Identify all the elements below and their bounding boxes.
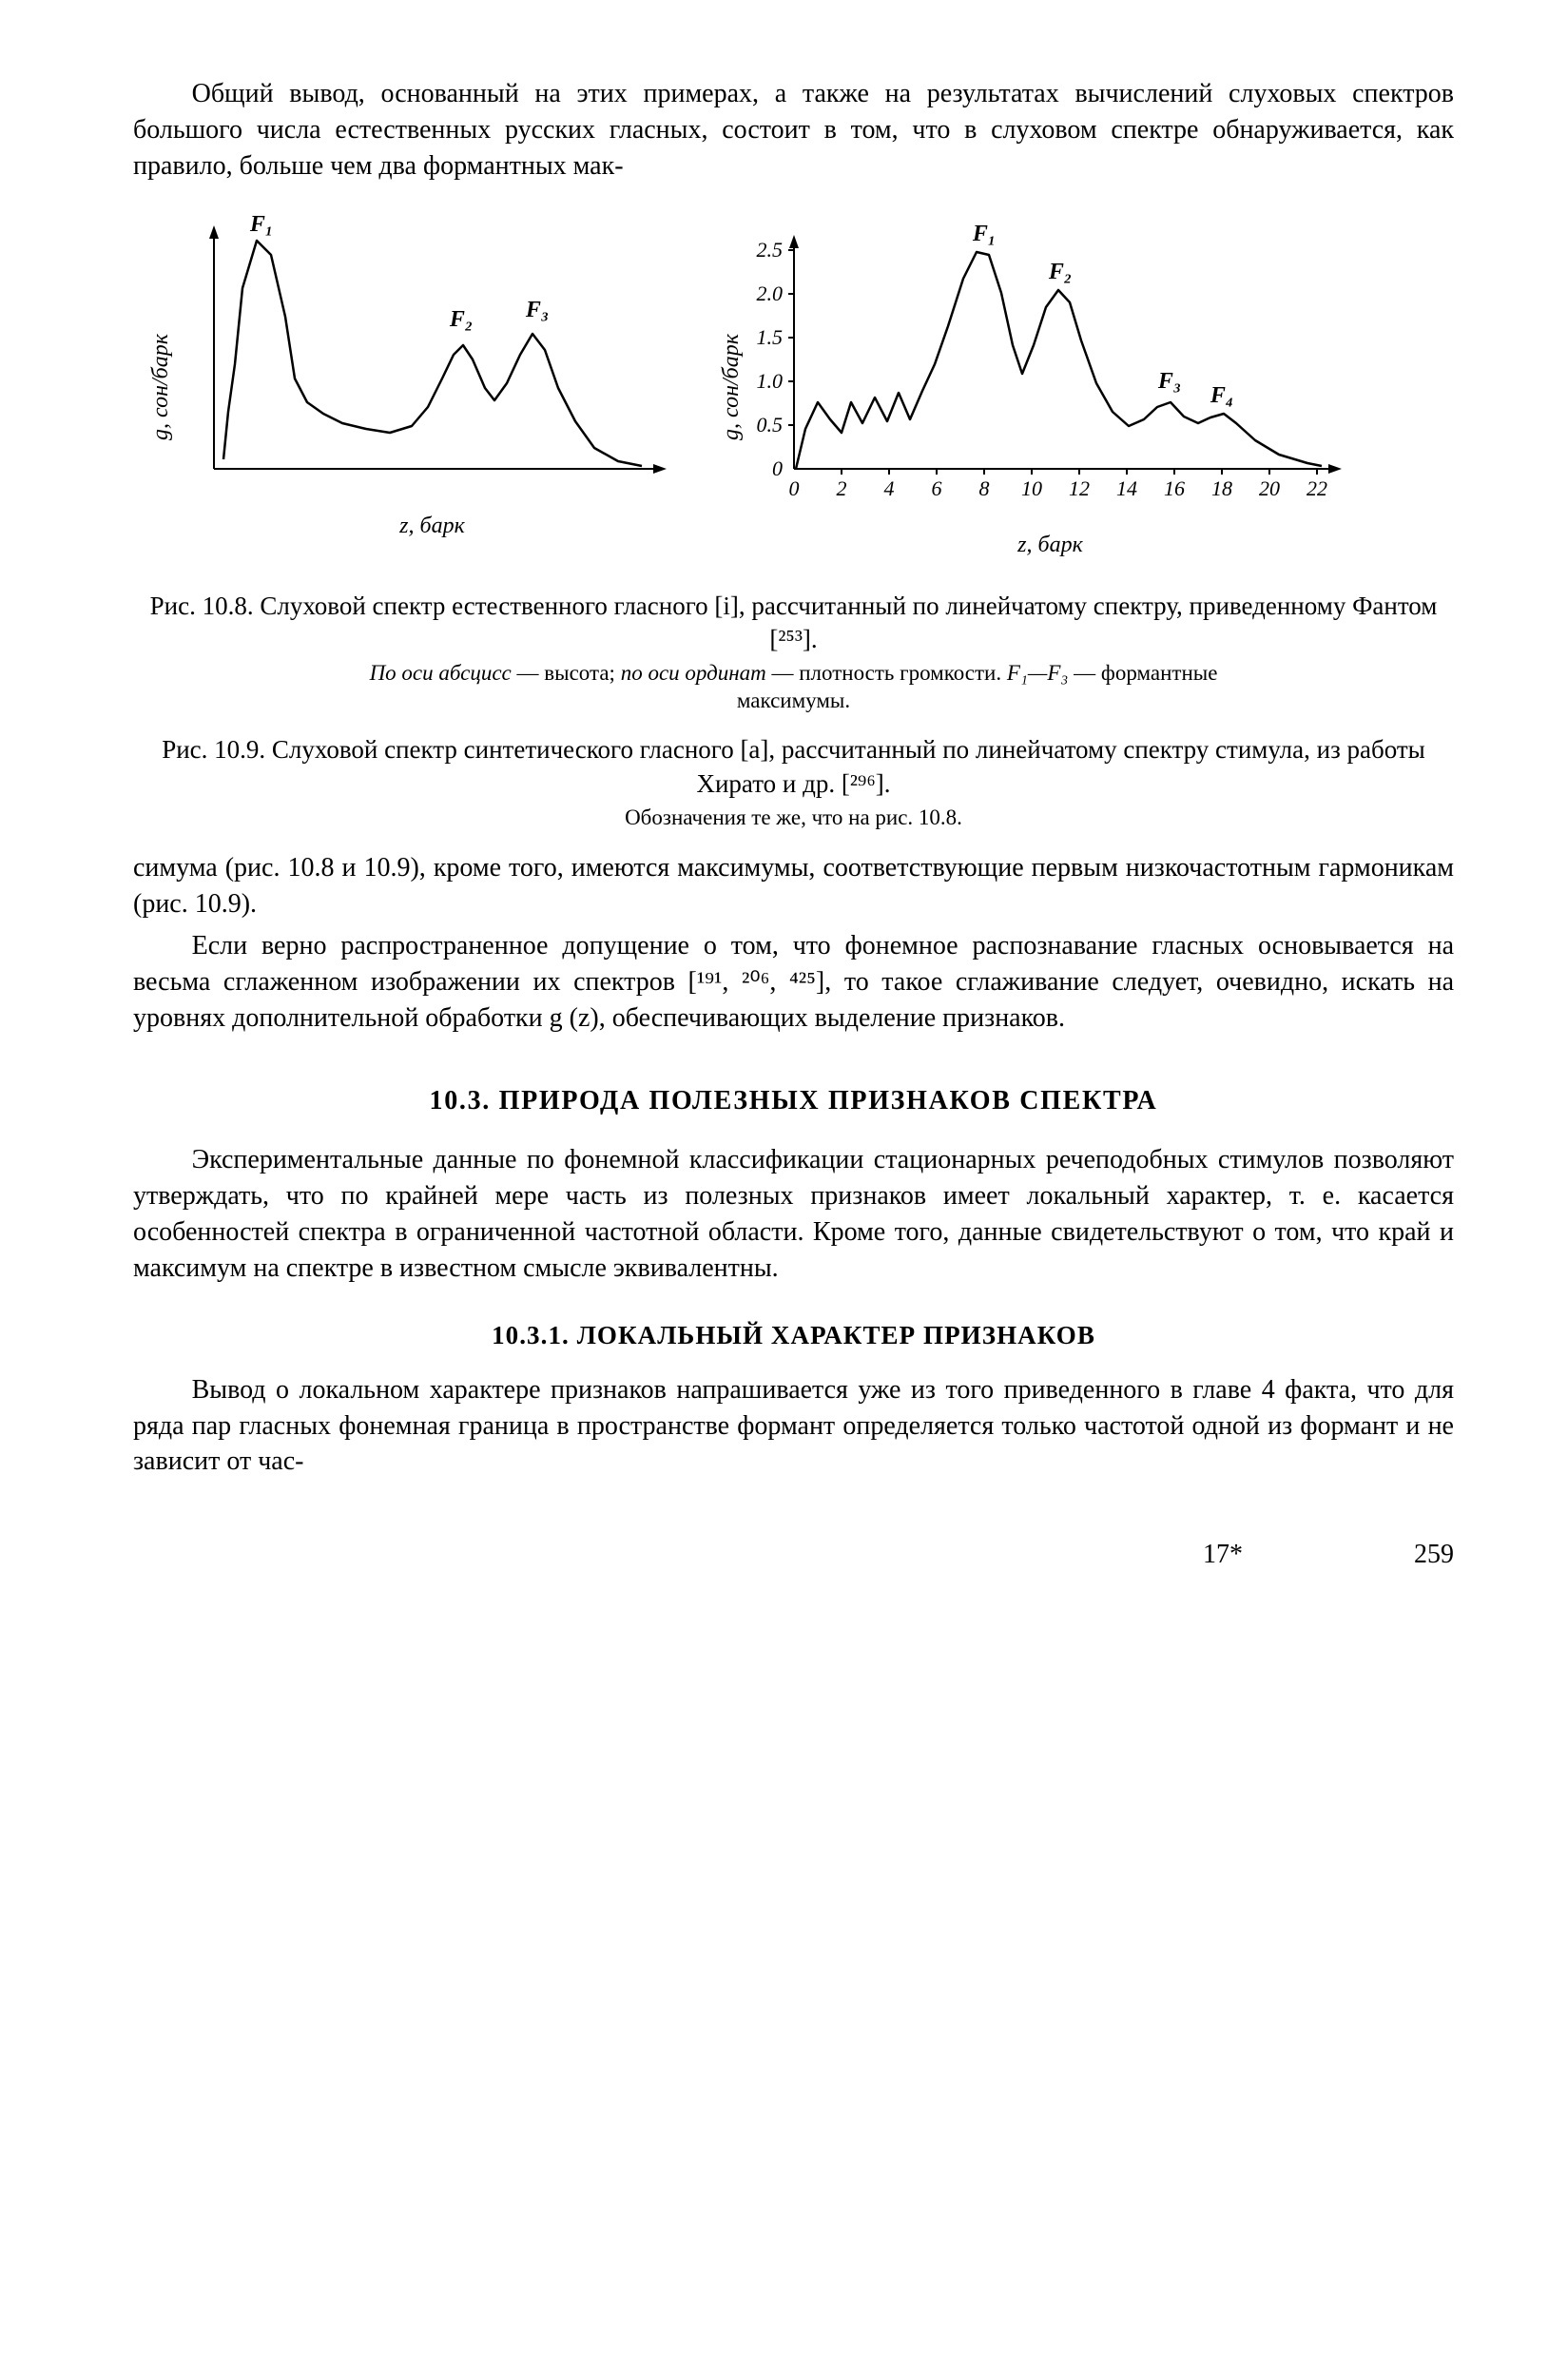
svg-text:16: 16 — [1164, 476, 1185, 500]
svg-text:2: 2 — [836, 476, 846, 500]
svg-text:14: 14 — [1116, 476, 1137, 500]
section-heading: 10.3. ПРИРОДА ПОЛЕЗНЫХ ПРИЗНАКОВ СПЕКТРА — [133, 1083, 1454, 1119]
caption-sub-line: максимумы. — [737, 689, 850, 712]
svg-text:0.5: 0.5 — [756, 413, 783, 437]
svg-text:F₂: F₂ — [1047, 260, 1071, 284]
svg-text:6: 6 — [931, 476, 941, 500]
svg-text:4: 4 — [883, 476, 894, 500]
svg-text:8: 8 — [978, 476, 989, 500]
y-axis-label: g, сон/барк — [145, 334, 175, 440]
svg-text:F₁: F₁ — [971, 222, 995, 246]
chart-10-9: 0 0.5 1.0 1.5 2.0 2.5 0 2 4 6 8 10 12 14 16 18 20 22 F₁ F₂ F… — [737, 212, 1365, 526]
x-axis-label: z, барк — [166, 511, 699, 541]
svg-text:0: 0 — [772, 456, 783, 480]
y-axis-label: g, сон/барк — [715, 334, 745, 440]
svg-text:12: 12 — [1069, 476, 1090, 500]
svg-text:F₂: F₂ — [448, 307, 472, 332]
figure-caption-10-8: Рис. 10.8. Слуховой спектр естественного… — [133, 590, 1454, 715]
svg-text:2.5: 2.5 — [756, 238, 783, 262]
signature-mark: 17* — [1203, 1537, 1243, 1573]
body-paragraph: симума (рис. 10.8 и 10.9), кроме того, и… — [133, 850, 1454, 922]
x-axis-label: z, барк — [737, 530, 1365, 560]
svg-text:F₁: F₁ — [248, 212, 272, 237]
svg-text:20: 20 — [1259, 476, 1280, 500]
svg-text:10: 10 — [1021, 476, 1042, 500]
caption-sub: По оси абсцисс — высота; по оси ординат … — [133, 660, 1454, 715]
body-paragraph: Если верно распространенное допущение о … — [133, 928, 1454, 1036]
svg-text:F₃: F₃ — [524, 298, 548, 322]
chart-10-8: F₁ F₂ F₃ — [166, 212, 699, 507]
body-paragraph: Общий вывод, основанный на этих примерах… — [133, 76, 1454, 184]
svg-text:0: 0 — [788, 476, 799, 500]
page-footer: 17* 259 — [133, 1537, 1454, 1573]
svg-text:1.5: 1.5 — [756, 325, 783, 349]
svg-text:F₃: F₃ — [1156, 369, 1180, 394]
svg-text:18: 18 — [1211, 476, 1232, 500]
page-number: 259 — [1414, 1537, 1454, 1573]
figure-10-8: g, сон/барк F₁F₂F₃ z, барк — [166, 212, 699, 560]
body-paragraph: Вывод о локальном характере признаков на… — [133, 1372, 1454, 1480]
caption-main: Рис. 10.8. Слуховой спектр естественного… — [133, 590, 1454, 656]
figure-caption-10-9: Рис. 10.9. Слуховой спектр синтетическог… — [133, 733, 1454, 831]
subsection-heading: 10.3.1. ЛОКАЛЬНЫЙ ХАРАКТЕР ПРИЗНАКОВ — [133, 1318, 1454, 1352]
svg-text:22: 22 — [1307, 476, 1327, 500]
svg-text:1.0: 1.0 — [756, 369, 783, 393]
italic-text: F₁—F₃ — [1007, 661, 1069, 685]
svg-text:2.0: 2.0 — [756, 281, 783, 305]
figures-row: g, сон/барк F₁ F₂ F₃ z, барк g, сон/барк 0… — [76, 212, 1454, 560]
caption-sub: Обозначения те же, что на рис. 10.8. — [133, 805, 1454, 832]
italic-text: по оси ординат — [621, 661, 766, 685]
italic-text: По оси абсцисс — [370, 661, 512, 685]
figure-10-9: g, сон/барк 00.51.01.52.02.5024681012141… — [737, 212, 1365, 560]
body-paragraph: Экспериментальные данные по фонемной кла… — [133, 1142, 1454, 1286]
caption-main: Рис. 10.9. Слуховой спектр синтетическог… — [133, 733, 1454, 800]
svg-text:F₄: F₄ — [1209, 383, 1232, 408]
